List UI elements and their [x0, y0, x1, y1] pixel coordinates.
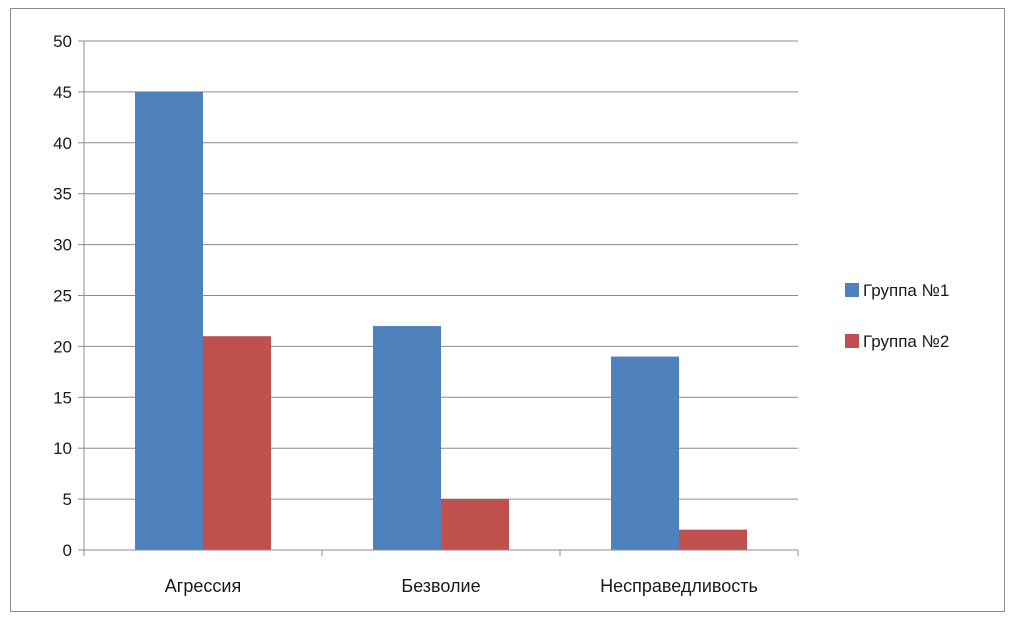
legend-swatch: [845, 283, 859, 297]
legend-swatch: [845, 334, 859, 348]
y-tick-label: 10: [53, 439, 72, 458]
x-category-label: Безволие: [401, 576, 480, 596]
bars: [135, 91, 747, 551]
x-category-labels: Агрессия Безволие Несправедливость: [165, 576, 758, 596]
bar-1-1: [135, 91, 203, 551]
y-tick-label: 40: [53, 134, 72, 153]
bar-2-2: [441, 499, 509, 550]
bar-2-3: [679, 529, 747, 550]
y-tick-label: 25: [53, 287, 72, 306]
legend-label: Группа №1: [863, 281, 949, 300]
x-category-label: Агрессия: [165, 576, 241, 596]
y-tick-label: 15: [53, 388, 72, 407]
chart-frame: 0 5 10 15 20 25 30 35 40 45 50 Агрессия Безволие Нес…: [10, 8, 1005, 612]
x-category-label: Несправедливость: [600, 576, 758, 596]
bar-1-2: [373, 326, 441, 550]
axes: [78, 40, 799, 556]
y-tick-label: 5: [63, 490, 72, 509]
y-tick-label: 30: [53, 236, 72, 255]
y-tick-label: 20: [53, 337, 72, 356]
y-tick-label: 35: [53, 185, 72, 204]
y-tick-label: 45: [53, 83, 72, 102]
y-tick-label: 50: [53, 32, 72, 51]
legend: Группа №1 Группа №2: [845, 281, 949, 351]
bar-1-3: [611, 356, 679, 550]
bar-2-1: [203, 336, 271, 550]
y-tick-label: 0: [63, 541, 72, 560]
bar-chart: 0 5 10 15 20 25 30 35 40 45 50 Агрессия Безволие Нес…: [53, 32, 949, 596]
legend-label: Группа №2: [863, 332, 949, 351]
y-tick-labels: 0 5 10 15 20 25 30 35 40 45 50: [53, 32, 72, 560]
